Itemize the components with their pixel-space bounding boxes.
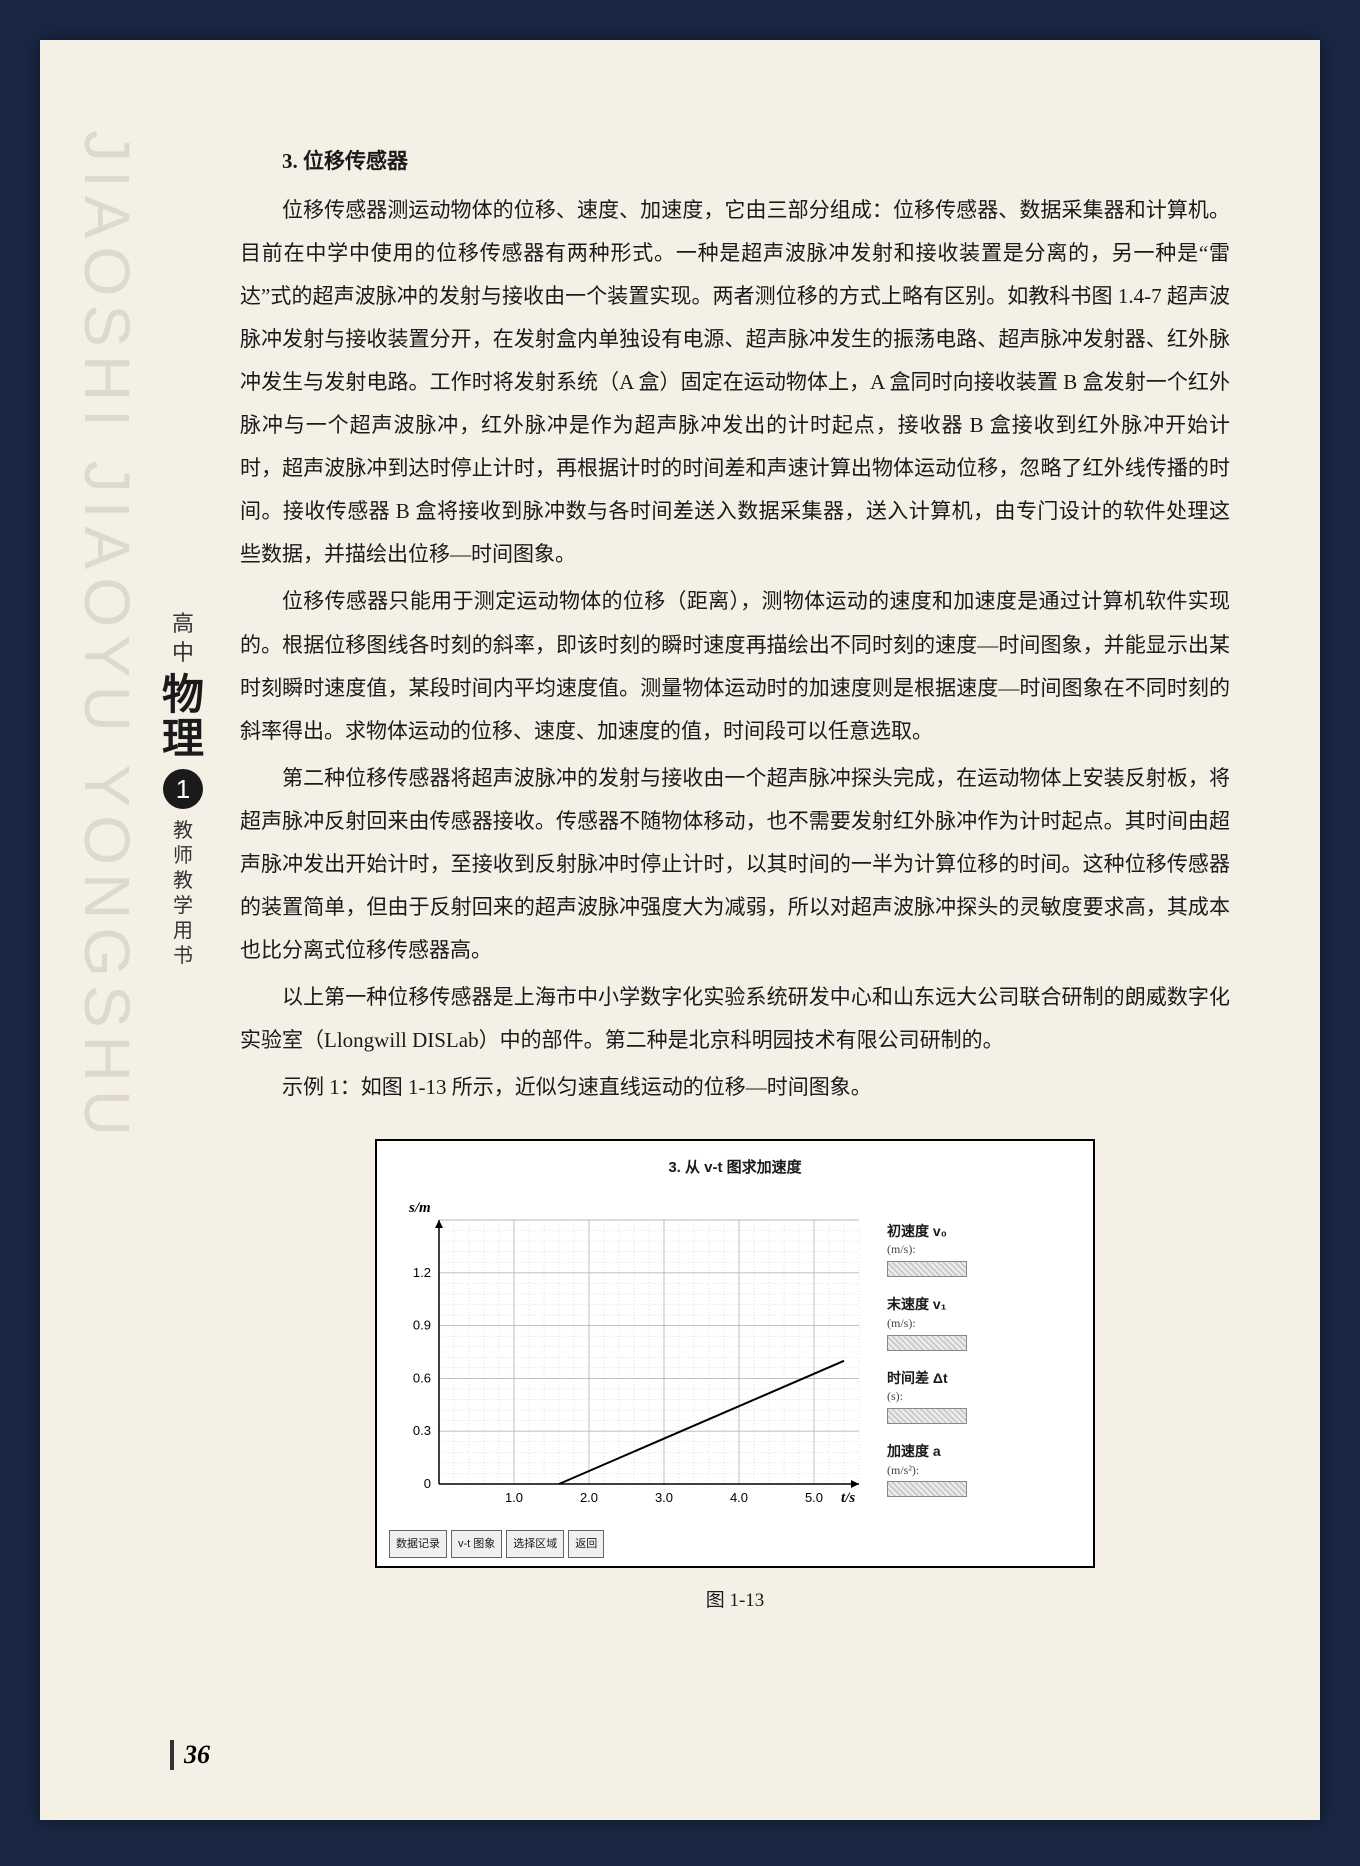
grade-label: 高中 <box>158 610 208 667</box>
paragraph: 以上第一种位移传感器是上海市中小学数字化实验系统研发中心和山东远大公司联合研制的… <box>240 976 1230 1062</box>
paragraph: 示例 1：如图 1-13 所示，近似匀速直线运动的位移—时间图象。 <box>240 1066 1230 1109</box>
plot-area: 1.0 2.0 3.0 4.0 5.0 0 0.3 0.6 0.9 1.2 s/m t/s <box>389 1192 869 1522</box>
svg-text:0: 0 <box>424 1476 431 1491</box>
svg-text:3.0: 3.0 <box>655 1490 673 1505</box>
svg-text:2.0: 2.0 <box>580 1490 598 1505</box>
volume-circle: 1 <box>163 769 203 809</box>
svg-text:4.0: 4.0 <box>730 1490 748 1505</box>
svg-text:1.0: 1.0 <box>505 1490 523 1505</box>
chart-footer-button[interactable]: 数据记录 <box>389 1530 447 1559</box>
chart-svg: 1.0 2.0 3.0 4.0 5.0 0 0.3 0.6 0.9 1.2 s/m t/s <box>389 1192 869 1522</box>
figure-caption: 图 1-13 <box>375 1582 1095 1621</box>
svg-text:0.9: 0.9 <box>413 1317 431 1332</box>
svg-text:5.0: 5.0 <box>805 1490 823 1505</box>
page-number: 36 <box>170 1740 210 1770</box>
chart-footer-button[interactable]: v-t 图象 <box>451 1530 502 1559</box>
svg-text:0.6: 0.6 <box>413 1370 431 1385</box>
main-content: 3. 位移传感器 位移传感器测运动物体的位移、速度、加速度，它由三部分组成：位移… <box>240 140 1230 1621</box>
legend-item: 初速度 v₀(m/s): <box>887 1222 1057 1277</box>
side-label: 高中 物理 1 教师教学用书 <box>158 610 208 969</box>
chart-footer-button[interactable]: 选择区域 <box>506 1530 564 1559</box>
svg-text:0.3: 0.3 <box>413 1423 431 1438</box>
svg-text:t/s: t/s <box>841 1490 855 1506</box>
paragraph: 位移传感器只能用于测定运动物体的位移（距离），测物体运动的速度和加速度是通过计算… <box>240 580 1230 752</box>
legend-item: 末速度 v₁(m/s): <box>887 1295 1057 1350</box>
paragraph: 位移传感器测运动物体的位移、速度、加速度，它由三部分组成：位移传感器、数据采集器… <box>240 189 1230 576</box>
svg-text:1.2: 1.2 <box>413 1265 431 1280</box>
subject-label: 物理 <box>158 673 208 761</box>
role-label: 教师教学用书 <box>158 819 208 969</box>
chart-frame: 3. 从 v-t 图求加速度 1.0 2.0 3.0 4.0 5.0 0 0.3 0.6 0.9… <box>375 1139 1095 1568</box>
watermark-text: JIAOSHI JIAOYU YONGSHU <box>70 130 144 1144</box>
paragraph: 第二种位移传感器将超声波脉冲的发射与接收由一个超声脉冲探头完成，在运动物体上安装… <box>240 757 1230 972</box>
page: JIAOSHI JIAOYU YONGSHU 高中 物理 1 教师教学用书 3.… <box>40 40 1320 1820</box>
chart-footer-button[interactable]: 返回 <box>568 1530 604 1559</box>
chart-title: 3. 从 v-t 图求加速度 <box>389 1149 1081 1192</box>
section-title: 3. 位移传感器 <box>240 140 1230 183</box>
legend-item: 时间差 Δt(s): <box>887 1369 1057 1424</box>
svg-text:s/m: s/m <box>408 1200 431 1216</box>
chart-footer: 数据记录v-t 图象选择区域返回 <box>389 1530 1081 1559</box>
chart-container: 3. 从 v-t 图求加速度 1.0 2.0 3.0 4.0 5.0 0 0.3 0.6 0.9… <box>375 1139 1095 1621</box>
legend-area: 初速度 v₀(m/s): 末速度 v₁(m/s): 时间差 Δt(s): 加速度 a(… <box>887 1192 1057 1522</box>
legend-item: 加速度 a(m/s²): <box>887 1442 1057 1497</box>
